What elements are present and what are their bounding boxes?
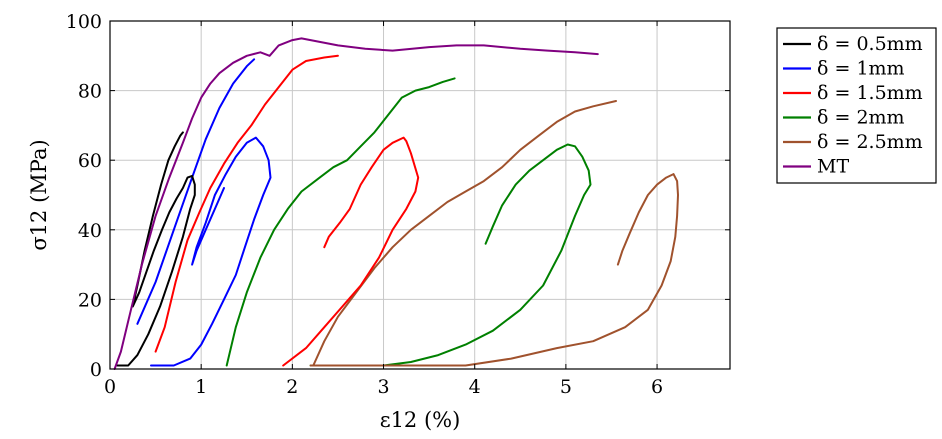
series-line--0-5mm (116, 131, 196, 367)
series-line--1-5mm-branch (154, 54, 339, 353)
legend-label: δ = 1.5mm (817, 82, 923, 104)
legend-label: δ = 2mm (817, 107, 905, 129)
x-tick-label: 4 (469, 376, 481, 398)
legend-label: MT (817, 156, 849, 178)
y-tick-label: 20 (78, 289, 102, 311)
legend-label: δ = 2.5mm (817, 131, 923, 153)
x-tick-label: 2 (286, 376, 298, 398)
y-tick-label: 60 (78, 150, 102, 172)
y-axis-title: σ12 (MPa) (27, 139, 51, 250)
x-tick-label: 1 (195, 376, 207, 398)
y-tick-label: 0 (90, 359, 102, 381)
series-line--2mm-branch (225, 77, 456, 367)
series-line--2mm (309, 143, 592, 367)
plot-area (110, 21, 730, 369)
y-tick-label: 100 (66, 11, 102, 33)
y-tick-label: 40 (78, 220, 102, 242)
plot-frame (109, 20, 731, 370)
series-line--2-5mm (309, 173, 679, 367)
series-line--1mm-branch (136, 58, 256, 325)
x-tick-label: 6 (651, 376, 663, 398)
series-line--1mm (150, 136, 272, 367)
x-tick-label: 5 (560, 376, 572, 398)
series-line--1-5mm (282, 136, 420, 367)
x-axis-title: ε12 (%) (380, 408, 461, 432)
series-lines (113, 37, 679, 370)
legend-box (776, 27, 937, 184)
x-tick-label: 3 (377, 376, 389, 398)
series-line--2-5mm-branch (312, 100, 617, 367)
x-tick-label: 0 (104, 376, 116, 398)
legend-label: δ = 1mm (817, 58, 905, 80)
legend-label: δ = 0.5mm (817, 33, 923, 55)
series-line-mt (113, 37, 599, 370)
y-tick-label: 80 (78, 81, 102, 103)
